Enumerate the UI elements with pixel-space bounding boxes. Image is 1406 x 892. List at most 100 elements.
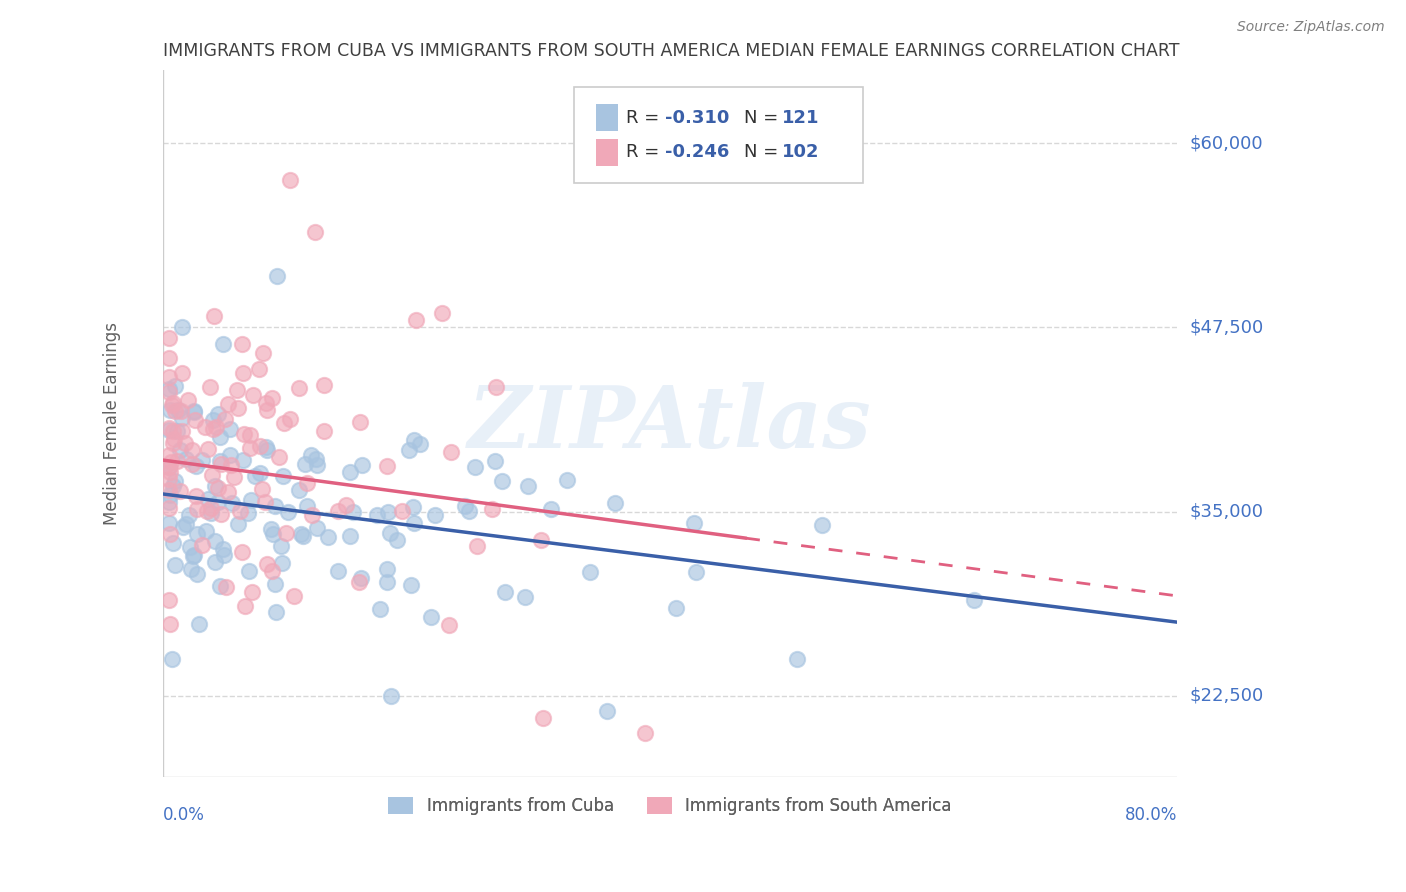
Point [170, 410, 193, 425]
Point [249, 439, 271, 453]
Point [207, 495, 229, 509]
Text: -0.246: -0.246 [665, 144, 730, 161]
Point [167, 402, 190, 417]
Point [405, 313, 427, 327]
Point [172, 320, 194, 334]
Point [162, 479, 184, 493]
Point [391, 504, 413, 518]
Point [239, 441, 262, 455]
Point [288, 483, 311, 498]
Point [350, 571, 373, 585]
Point [517, 479, 540, 493]
Point [256, 442, 278, 457]
Point [270, 556, 292, 570]
Point [277, 505, 299, 519]
Point [409, 437, 432, 451]
Point [159, 616, 181, 631]
Point [157, 483, 180, 497]
Point [370, 601, 392, 615]
Point [260, 564, 283, 578]
Point [633, 725, 655, 739]
Point [159, 465, 181, 479]
Point [481, 502, 503, 516]
Point [197, 442, 219, 456]
Point [166, 454, 188, 468]
Point [157, 472, 180, 486]
Point [278, 412, 301, 426]
Point [166, 424, 188, 438]
Point [157, 421, 180, 435]
Point [531, 711, 554, 725]
Point [163, 475, 186, 489]
Point [195, 524, 218, 539]
Point [204, 479, 226, 493]
Point [294, 458, 316, 472]
Point [183, 549, 205, 564]
Point [183, 404, 205, 418]
Point [529, 533, 551, 548]
Point [484, 454, 506, 468]
Point [295, 475, 318, 490]
Point [264, 605, 287, 619]
Text: IMMIGRANTS FROM CUBA VS IMMIGRANTS FROM SOUTH AMERICA MEDIAN FEMALE EARNINGS COR: IMMIGRANTS FROM CUBA VS IMMIGRANTS FROM … [163, 42, 1180, 60]
Text: $22,500: $22,500 [1189, 687, 1264, 705]
Point [197, 504, 219, 518]
Point [402, 516, 425, 530]
Point [162, 436, 184, 450]
Point [200, 380, 222, 394]
Point [307, 521, 329, 535]
Point [252, 346, 274, 360]
Point [380, 689, 402, 703]
Point [202, 309, 225, 323]
Point [205, 419, 228, 434]
Point [290, 526, 312, 541]
Point [402, 500, 425, 514]
Point [169, 443, 191, 458]
Point [221, 495, 243, 509]
Text: $35,000: $35,000 [1189, 503, 1264, 521]
Point [342, 505, 364, 519]
Point [247, 361, 270, 376]
Point [157, 459, 180, 474]
Point [271, 469, 294, 483]
Point [231, 336, 253, 351]
Text: ZIPAtlas: ZIPAtlas [468, 382, 872, 465]
Text: N =: N = [744, 144, 785, 161]
Point [437, 618, 460, 632]
Point [219, 422, 242, 436]
Point [201, 468, 224, 483]
Point [786, 652, 808, 666]
Point [159, 488, 181, 502]
Point [350, 458, 373, 472]
FancyBboxPatch shape [596, 139, 619, 166]
Point [225, 383, 247, 397]
Point [180, 562, 202, 576]
Text: Source: ZipAtlas.com: Source: ZipAtlas.com [1237, 20, 1385, 34]
Point [232, 453, 254, 467]
Point [266, 268, 288, 283]
Point [232, 426, 254, 441]
Point [328, 503, 350, 517]
Text: $60,000: $60,000 [1189, 135, 1263, 153]
Text: N =: N = [744, 109, 785, 127]
Point [184, 458, 207, 473]
Point [186, 489, 208, 503]
Point [157, 330, 180, 344]
Point [595, 704, 617, 718]
FancyBboxPatch shape [596, 104, 619, 131]
Point [375, 574, 398, 589]
Point [183, 548, 205, 562]
Point [202, 413, 225, 427]
Point [176, 393, 198, 408]
Point [157, 495, 180, 509]
Point [211, 508, 233, 522]
Point [491, 474, 513, 488]
Point [260, 522, 283, 536]
Point [157, 369, 180, 384]
Point [283, 590, 305, 604]
Point [226, 516, 249, 531]
Point [273, 416, 295, 430]
Text: -0.310: -0.310 [665, 109, 730, 127]
Point [555, 473, 578, 487]
Point [249, 466, 271, 480]
